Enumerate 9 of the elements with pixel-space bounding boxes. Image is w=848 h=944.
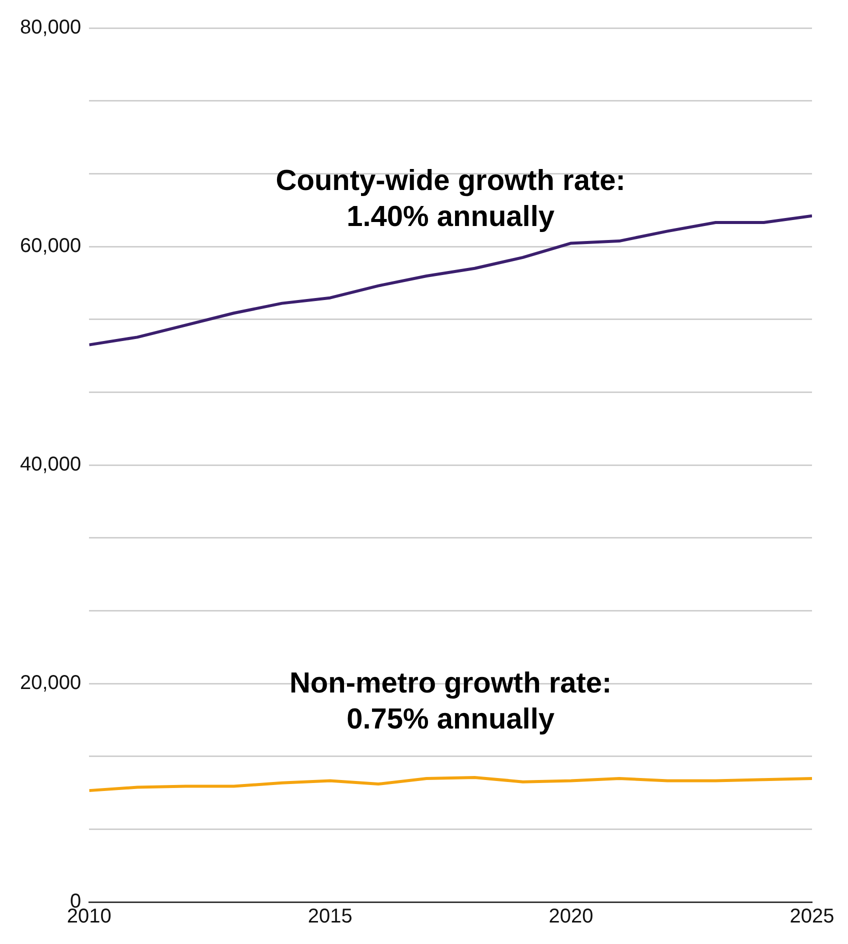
y-tick-label: 20,000 <box>20 672 82 694</box>
x-tick-label: 2020 <box>548 906 594 928</box>
x-tick-label: 2025 <box>790 906 834 928</box>
x-tick-label: 2015 <box>308 906 352 928</box>
annotation: County-wide growth rate: 1.40% annually <box>276 164 626 233</box>
y-tick-label: 80,000 <box>20 16 82 39</box>
y-tick-label: 40,000 <box>20 454 82 476</box>
annotation: Non-metro growth rate: 0.75% annually <box>289 668 612 736</box>
y-tick-label: 60,000 <box>20 235 82 258</box>
